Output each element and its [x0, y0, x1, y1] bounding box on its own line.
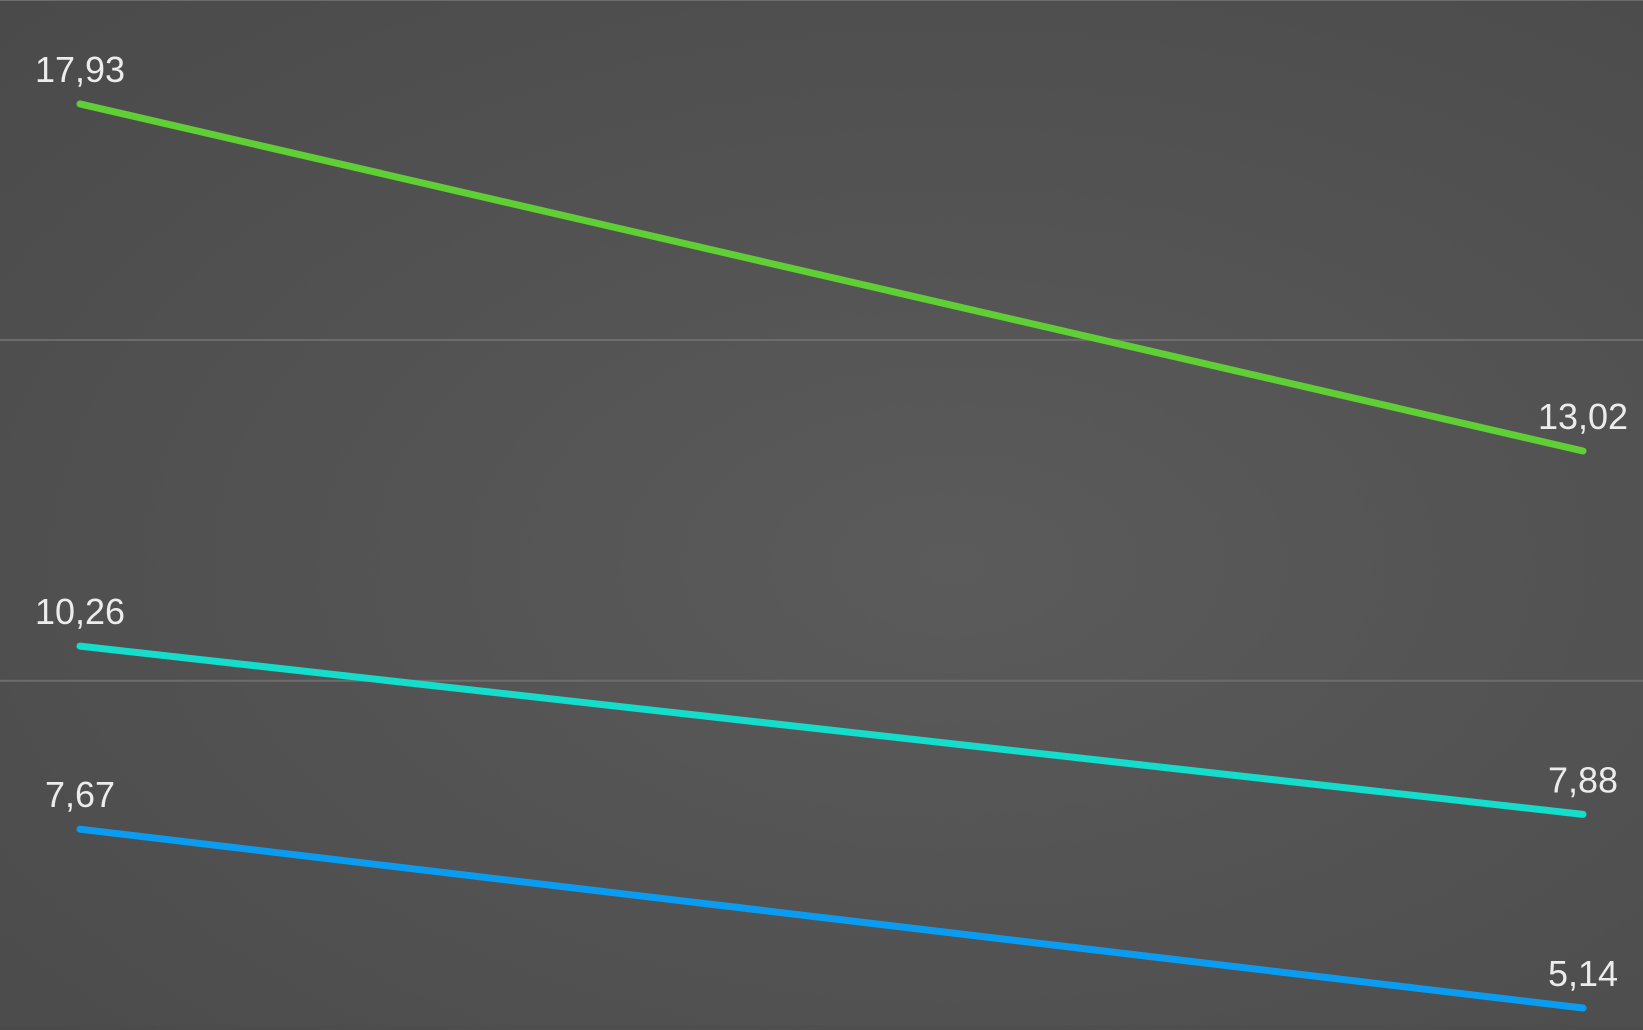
data-label-1-1: 7,88	[1548, 759, 1618, 800]
series-lines	[76, 100, 1587, 1012]
series-line-1	[76, 642, 1587, 818]
data-label-0-1: 13,02	[1538, 396, 1628, 437]
data-label-2-0: 7,67	[45, 774, 115, 815]
series-line-2	[76, 825, 1587, 1012]
gridlines	[0, 0, 1643, 682]
data-label-2-1: 5,14	[1548, 953, 1618, 994]
data-labels: 17,93 13,02 10,26 7,88 7,67 5,14	[35, 49, 1628, 994]
data-label-1-0: 10,26	[35, 591, 125, 632]
data-label-0-0: 17,93	[35, 49, 125, 90]
series-line-0	[76, 100, 1587, 455]
